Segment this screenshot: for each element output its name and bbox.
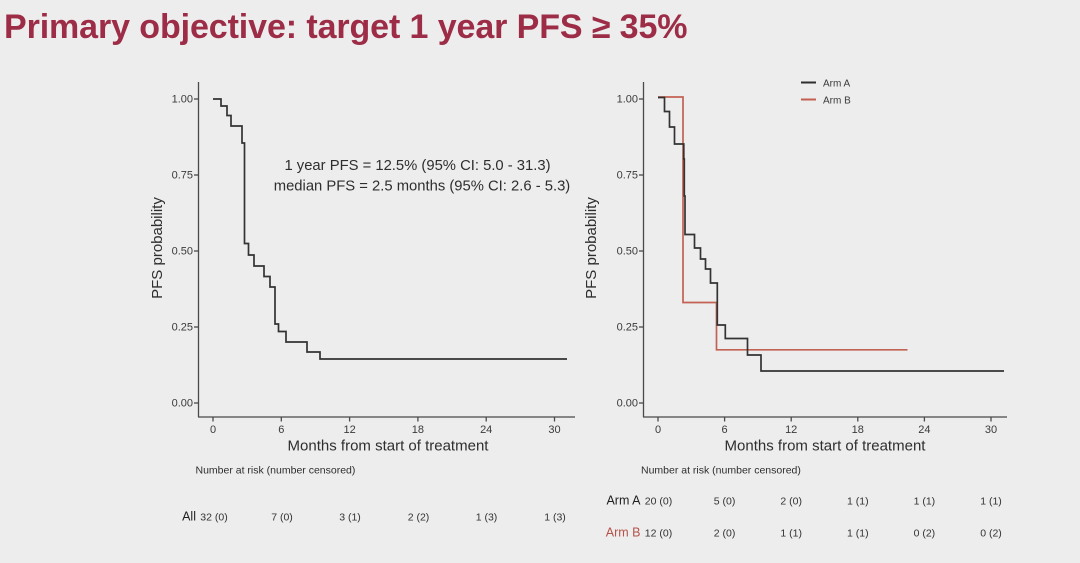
svg-text:1.00: 1.00: [172, 94, 193, 106]
svg-text:1 (1): 1 (1): [780, 528, 802, 540]
svg-text:20 (0): 20 (0): [645, 496, 672, 508]
svg-text:Arm B: Arm B: [823, 95, 851, 106]
svg-text:Arm A: Arm A: [823, 78, 851, 89]
svg-text:0.00: 0.00: [617, 398, 638, 410]
svg-text:2 (0): 2 (0): [780, 496, 802, 508]
svg-text:1 (3): 1 (3): [544, 512, 566, 524]
svg-text:Months from start of treatment: Months from start of treatment: [725, 438, 927, 455]
svg-text:Number at risk (number censore: Number at risk (number censored): [196, 465, 356, 477]
svg-text:0: 0: [210, 424, 216, 436]
svg-text:1 (1): 1 (1): [980, 496, 1002, 508]
svg-text:0 (2): 0 (2): [980, 528, 1002, 540]
svg-text:6: 6: [278, 424, 284, 436]
svg-text:0.50: 0.50: [172, 246, 193, 258]
svg-text:2 (0): 2 (0): [714, 528, 736, 540]
svg-text:PFS probability: PFS probability: [583, 197, 600, 299]
svg-text:0.50: 0.50: [617, 246, 638, 258]
svg-text:2 (2): 2 (2): [408, 512, 430, 524]
svg-text:12: 12: [785, 424, 797, 436]
svg-text:median PFS = 2.5 months (95% C: median PFS = 2.5 months (95% CI: 2.6 - 5…: [274, 179, 571, 195]
svg-text:0.25: 0.25: [172, 322, 193, 334]
svg-text:Arm A: Arm A: [606, 494, 641, 508]
svg-text:12: 12: [343, 424, 355, 436]
svg-text:24: 24: [480, 424, 492, 436]
svg-text:1 (1): 1 (1): [847, 528, 869, 540]
svg-text:Number at risk (number censore: Number at risk (number censored): [641, 465, 801, 477]
svg-text:PFS probability: PFS probability: [149, 197, 166, 299]
svg-text:0.25: 0.25: [617, 322, 638, 334]
svg-text:Months from start of treatment: Months from start of treatment: [288, 438, 490, 455]
svg-text:24: 24: [918, 424, 930, 436]
svg-text:3 (1): 3 (1): [339, 512, 361, 524]
svg-text:0: 0: [655, 424, 661, 436]
svg-text:12 (0): 12 (0): [645, 528, 672, 540]
svg-text:7 (0): 7 (0): [271, 512, 293, 524]
svg-text:1 year PFS = 12.5% (95% CI: 5.: 1 year PFS = 12.5% (95% CI: 5.0 - 31.3): [284, 158, 550, 174]
svg-text:0.75: 0.75: [617, 170, 638, 182]
svg-text:18: 18: [412, 424, 424, 436]
svg-text:1 (1): 1 (1): [914, 496, 936, 508]
svg-text:6: 6: [722, 424, 728, 436]
svg-text:0.75: 0.75: [172, 170, 193, 182]
svg-text:5 (0): 5 (0): [714, 496, 736, 508]
svg-text:1 (3): 1 (3): [476, 512, 498, 524]
svg-text:18: 18: [852, 424, 864, 436]
svg-text:32 (0): 32 (0): [200, 512, 227, 524]
svg-text:0.00: 0.00: [172, 398, 193, 410]
svg-text:1 (1): 1 (1): [847, 496, 869, 508]
svg-text:All: All: [182, 510, 196, 524]
svg-text:30: 30: [548, 424, 560, 436]
svg-text:1.00: 1.00: [617, 94, 638, 106]
svg-text:0 (2): 0 (2): [914, 528, 936, 540]
svg-text:30: 30: [985, 424, 997, 436]
svg-text:Primary objective: target 1 ye: Primary objective: target 1 year PFS ≥ 3…: [4, 8, 687, 46]
svg-text:Arm B: Arm B: [606, 526, 641, 540]
